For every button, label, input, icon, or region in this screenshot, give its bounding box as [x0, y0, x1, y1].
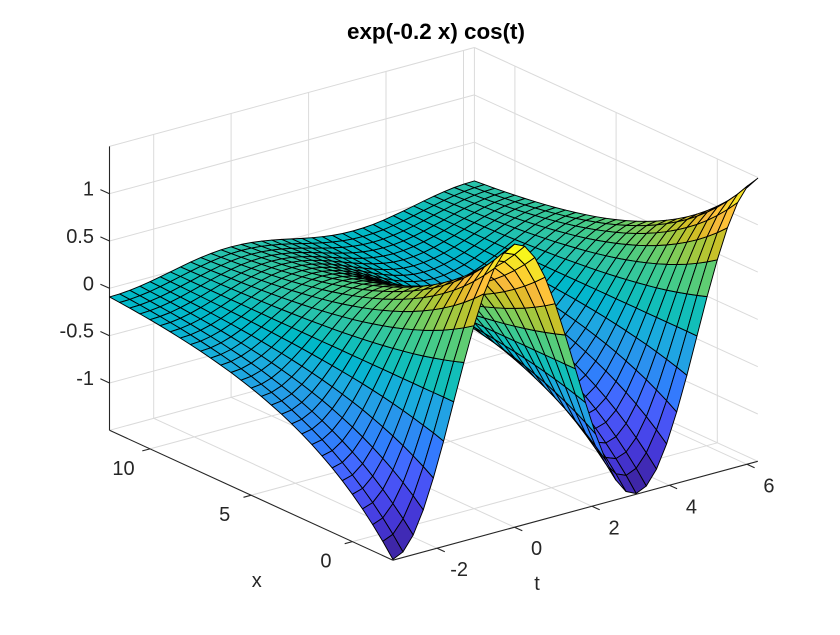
svg-text:0: 0 [83, 273, 94, 295]
svg-text:0: 0 [531, 538, 542, 560]
svg-text:-1: -1 [76, 368, 94, 390]
svg-text:1: 1 [83, 179, 94, 201]
svg-text:t: t [534, 573, 540, 595]
svg-text:2: 2 [608, 517, 619, 539]
svg-text:5: 5 [219, 504, 230, 526]
svg-text:exp(-0.2 x) cos(t): exp(-0.2 x) cos(t) [347, 19, 525, 44]
svg-text:10: 10 [112, 458, 134, 480]
svg-text:0.5: 0.5 [66, 226, 94, 248]
svg-text:-2: -2 [450, 559, 468, 581]
svg-text:0: 0 [320, 551, 331, 573]
svg-text:6: 6 [763, 475, 774, 497]
svg-text:x: x [252, 570, 262, 592]
svg-text:4: 4 [686, 496, 697, 518]
svg-text:-0.5: -0.5 [60, 321, 94, 343]
